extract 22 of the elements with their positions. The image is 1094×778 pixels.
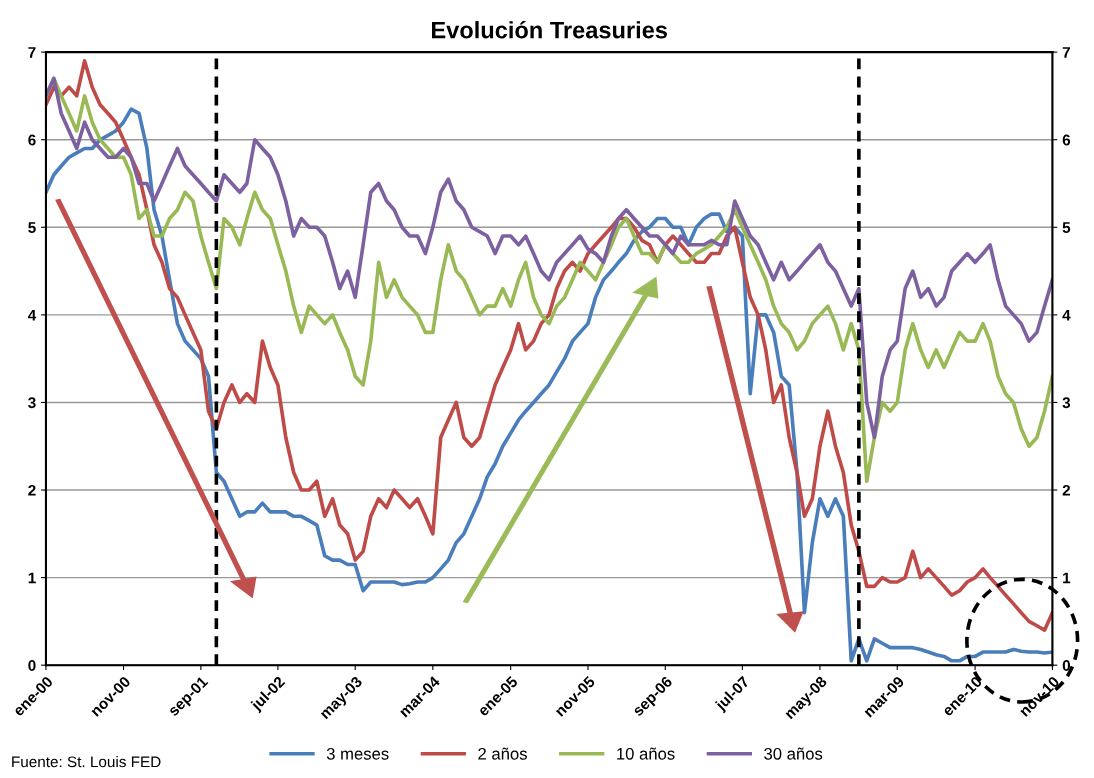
legend-label: 3 meses — [326, 747, 389, 760]
y2-tick-label: 0 — [1062, 660, 1071, 671]
y2-tick-label: 4 — [1062, 309, 1071, 321]
y-tick-label: 4 — [27, 309, 37, 321]
y2-tick-label: 2 — [1062, 484, 1071, 496]
y-tick-label: 7 — [28, 47, 36, 58]
y-tick-label: 1 — [28, 572, 36, 584]
y2-tick-label: 6 — [1062, 134, 1071, 146]
y2-tick-label: 1 — [1063, 572, 1071, 584]
y-tick-label: 6 — [28, 134, 36, 146]
y-tick-label: 2 — [28, 484, 36, 496]
y-tick-label: 0 — [28, 660, 36, 671]
y-tick-label: 3 — [28, 397, 36, 409]
y2-tick-label: 5 — [1062, 222, 1071, 233]
source-note: Fuente: St. Louis FED — [12, 755, 161, 768]
legend-label: 10 años — [617, 747, 675, 760]
y-tick-label: 5 — [28, 222, 36, 233]
chart-title: Evolución Treasuries — [432, 20, 667, 39]
y2-tick-label: 3 — [1062, 397, 1071, 409]
legend-label: 2 años — [478, 747, 527, 760]
legend-label: 30 años — [764, 747, 823, 760]
y2-tick-label: 7 — [1062, 47, 1070, 58]
